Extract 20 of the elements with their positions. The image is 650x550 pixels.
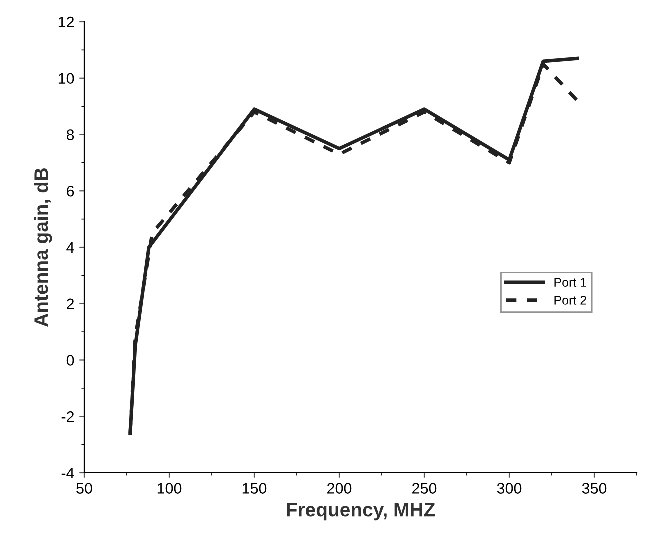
x-tick-label: 350 [582,483,607,494]
x-tick-label: 150 [242,483,267,494]
y-tick-label: 4 [66,242,74,254]
legend-label: Port 1 [554,278,586,288]
x-tick-label: 100 [158,483,182,494]
x-tick-label: 250 [412,483,437,494]
y-tick-label: 6 [67,186,74,197]
y-tick-label: 2 [67,298,74,310]
y-tick-label: 0 [66,355,74,366]
y-tick-label: 8 [66,130,74,140]
x-tick-label: 50 [76,483,92,494]
x-axis-title: Frequency, MHZ [287,503,436,521]
y-tick-label: 10 [58,73,74,84]
x-tick-label: 300 [497,483,522,494]
y-tick-label: 12 [58,16,74,28]
y-tick-label: -4 [62,468,74,479]
x-tick-label: 200 [328,483,352,494]
y-axis-title: Antenna gain, dB [34,168,52,327]
y-tick-label: -2 [62,411,74,422]
legend-label: Port 2 [554,296,586,305]
